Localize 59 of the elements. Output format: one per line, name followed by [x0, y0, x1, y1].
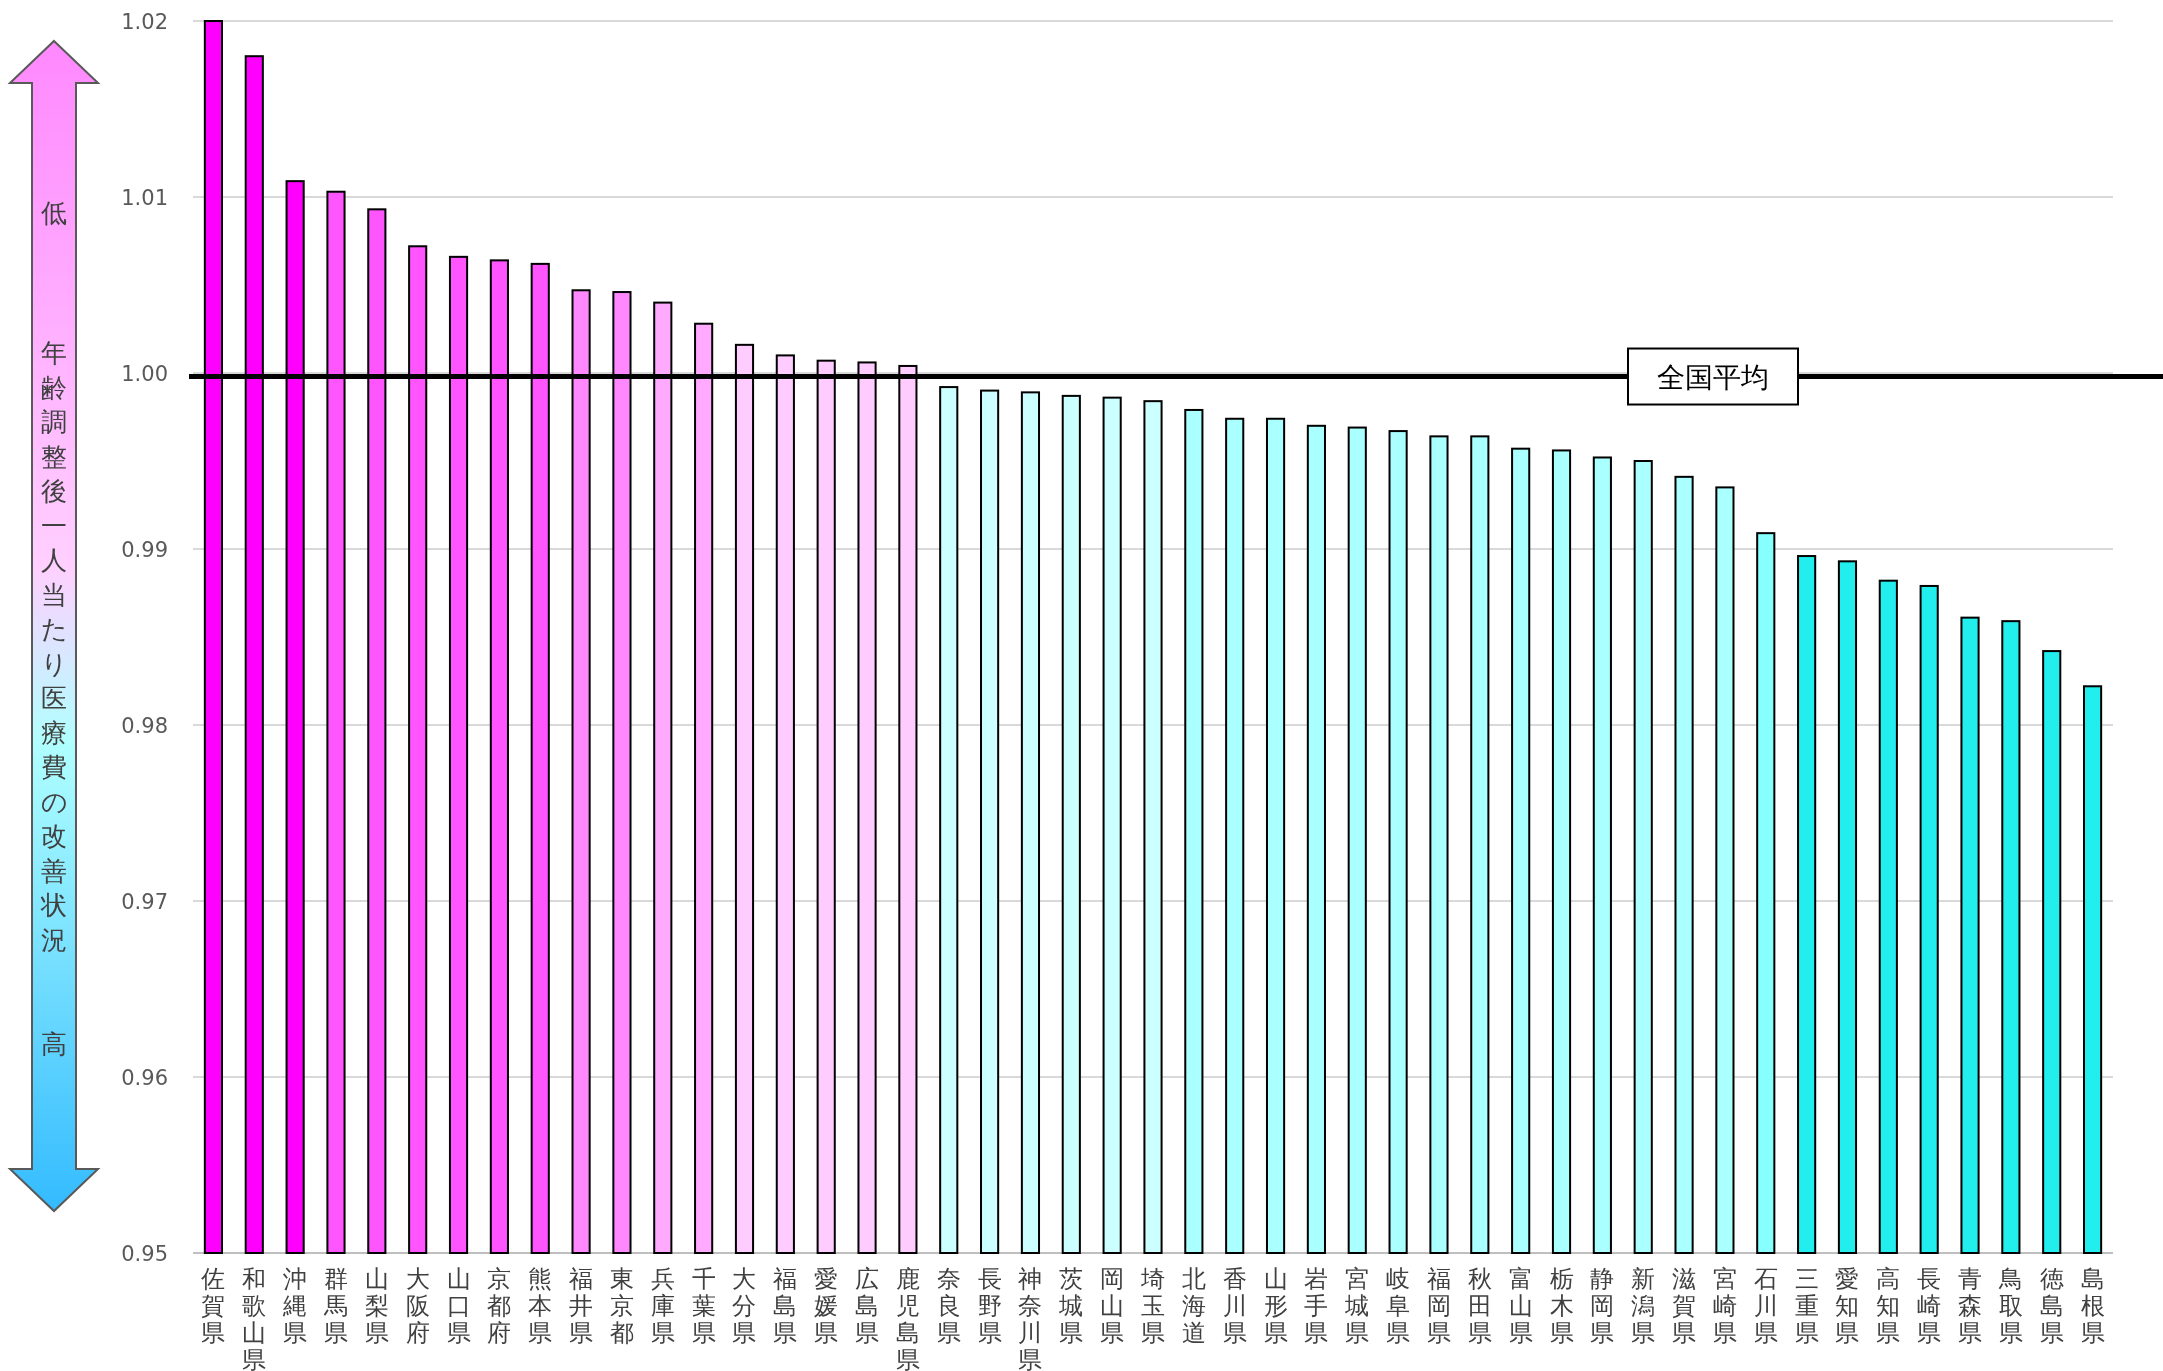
- xtick: 富山県: [1508, 1265, 1533, 1347]
- xtick: 秋田県: [1467, 1265, 1492, 1347]
- ref-label: 全国平均: [1657, 360, 1769, 394]
- xtick: 鹿児島県: [895, 1265, 920, 1371]
- xtick: 茨城県: [1059, 1265, 1084, 1347]
- xtick: 千葉県: [691, 1265, 716, 1347]
- ylabel: 年齢調整後一人当たり医療費の改善状況: [40, 338, 68, 955]
- xtick: 福島県: [773, 1265, 798, 1347]
- xtick: 長野県: [977, 1265, 1002, 1347]
- xtick: 沖縄県: [283, 1265, 308, 1347]
- xtick: 広島県: [855, 1265, 880, 1347]
- xtick: 佐賀県: [201, 1265, 226, 1347]
- xtick: 兵庫県: [650, 1265, 675, 1347]
- xtick: 香川県: [1222, 1265, 1247, 1347]
- xtick: 大阪府: [405, 1265, 430, 1347]
- xtick: 京都府: [487, 1265, 512, 1347]
- xtick: 奈良県: [936, 1265, 961, 1347]
- ytick: 0.97: [121, 890, 168, 914]
- xtick: 宮城県: [1345, 1265, 1370, 1347]
- xtick: 山口県: [446, 1265, 471, 1347]
- xtick: 熊本県: [528, 1265, 553, 1347]
- xtick: 愛媛県: [814, 1265, 839, 1347]
- ytick: 0.99: [121, 538, 168, 562]
- xtick: 愛知県: [1835, 1265, 1860, 1347]
- xtick: 栃木県: [1549, 1265, 1574, 1347]
- ytick: 0.98: [121, 714, 168, 738]
- xtick: 福岡県: [1426, 1265, 1451, 1347]
- xtick: 三重県: [1794, 1265, 1819, 1347]
- xtick: 滋賀県: [1672, 1265, 1697, 1347]
- xtick: 山形県: [1263, 1265, 1288, 1347]
- ytick: 1.01: [121, 186, 168, 210]
- xtick: 静岡県: [1590, 1265, 1615, 1347]
- xtick: 長崎県: [1917, 1265, 1942, 1347]
- xtick: 高知県: [1876, 1265, 1901, 1347]
- ytick: 0.95: [121, 1242, 168, 1266]
- xtick: 青森県: [1958, 1265, 1982, 1347]
- xtick: 福井県: [569, 1265, 594, 1347]
- xtick: 和歌山県: [242, 1265, 267, 1371]
- ytick: 1.00: [121, 362, 168, 386]
- xtick: 北海道: [1181, 1265, 1206, 1347]
- xtick: 新潟県: [1631, 1265, 1656, 1347]
- xtick: 宮崎県: [1712, 1265, 1737, 1347]
- xtick: 神奈川県: [1018, 1265, 1043, 1371]
- ytick: 1.02: [121, 10, 168, 34]
- xtick: 埼玉県: [1141, 1265, 1165, 1347]
- xtick: 大分県: [732, 1265, 757, 1347]
- xtick: 島根県: [2080, 1265, 2105, 1347]
- annotation: 高: [41, 1029, 67, 1059]
- xtick: 鳥取県: [1998, 1265, 2023, 1347]
- annotation: 低: [41, 198, 67, 228]
- xtick: 石川県: [1753, 1265, 1778, 1347]
- xtick: 岩手県: [1304, 1265, 1329, 1347]
- xtick: 岡山県: [1100, 1265, 1125, 1347]
- xtick: 岐阜県: [1386, 1265, 1411, 1347]
- xtick: 東京都: [609, 1265, 634, 1347]
- ytick: 0.96: [121, 1066, 168, 1090]
- xtick: 徳島県: [2039, 1265, 2064, 1347]
- xtick: 山梨県: [364, 1265, 389, 1347]
- xtick: 群馬県: [324, 1265, 348, 1347]
